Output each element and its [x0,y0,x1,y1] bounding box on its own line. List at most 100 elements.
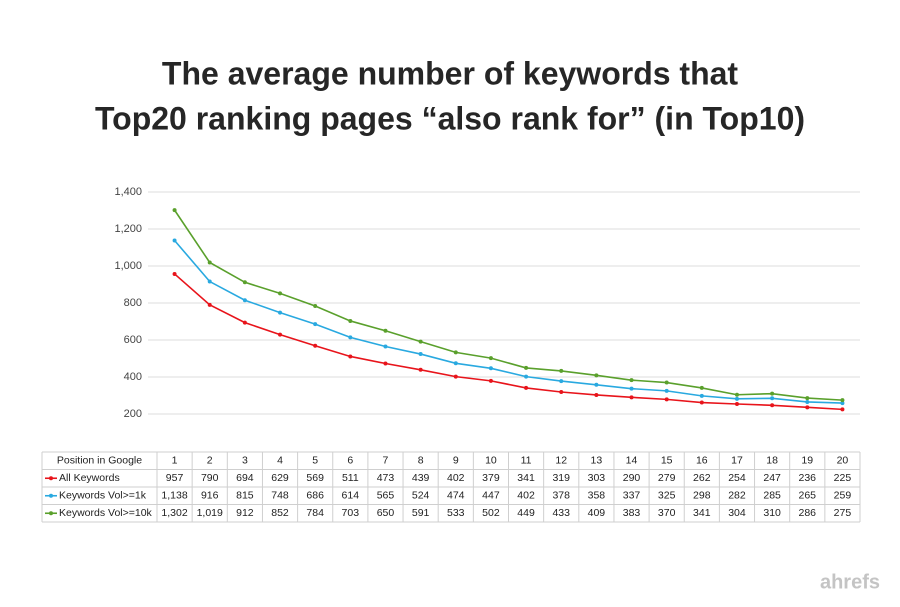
data-point [629,386,634,391]
table-cell: 449 [517,507,535,519]
x-tick-label: 15 [661,455,673,467]
table-cell: 225 [834,472,852,484]
data-point [805,405,810,410]
data-point [172,238,177,243]
table-cell: 1,302 [161,507,187,519]
table-cell: 254 [728,472,746,484]
x-tick-label: 18 [766,455,778,467]
table-cell: 304 [728,507,746,519]
data-point [242,280,247,285]
table-cell: 286 [799,507,817,519]
table-cell: 703 [342,507,360,519]
table-cell: 614 [342,490,360,502]
table-cell: 236 [799,472,817,484]
table-cell: 511 [342,472,359,484]
table-cell: 310 [763,507,781,519]
data-point [313,303,318,308]
data-point [207,260,212,265]
data-point [348,335,353,340]
table-cell: 912 [236,507,254,519]
table-cell: 784 [306,507,324,519]
table-cell: 383 [623,507,641,519]
data-point [453,350,458,355]
data-point [242,298,247,303]
data-point [524,365,529,370]
data-point [559,379,564,384]
table-cell: 957 [166,472,184,484]
x-tick-label: 9 [453,455,459,467]
data-point [418,352,423,357]
data-point [734,392,739,397]
data-point [559,389,564,394]
data-point [383,361,388,366]
table-cell: 439 [412,472,430,484]
table-cell: 247 [763,472,781,484]
x-tick-label: 20 [837,455,849,467]
data-point [488,378,493,383]
table-cell: 650 [377,507,395,519]
table-cell: 279 [658,472,676,484]
table-cell: 378 [552,490,570,502]
chart-title: Top20 ranking pages “also rank for” (in … [95,100,805,136]
y-tick-label: 1,400 [114,186,142,198]
x-tick-label: 10 [485,455,497,467]
table-cell: 916 [201,490,219,502]
table-cell: 447 [482,490,500,502]
series-line [173,239,843,404]
legend-label: Keywords Vol>=1k [59,490,147,502]
table-cell: 275 [834,507,852,519]
table-cell: 1,019 [197,507,223,519]
data-point [840,401,845,406]
table-cell: 319 [552,472,570,484]
data-point [594,392,599,397]
table-cell: 694 [236,472,254,484]
data-point [664,397,669,402]
data-point [348,354,353,359]
table-cell: 565 [377,490,395,502]
table-cell: 262 [693,472,711,484]
table-cell: 852 [271,507,289,519]
data-point [418,339,423,344]
table-cell: 259 [834,490,852,502]
data-point [840,398,845,403]
table-cell: 402 [517,490,535,502]
x-tick-label: 11 [521,455,532,467]
watermark: ahrefs [820,571,880,593]
y-tick-label: 1,200 [114,223,142,235]
data-point [524,374,529,379]
data-point [699,385,704,390]
data-point [383,328,388,333]
table-cell: 290 [623,472,641,484]
data-point [594,373,599,378]
x-tick-label: 3 [242,455,248,467]
x-tick-label: 6 [347,455,353,467]
data-point [172,208,177,213]
data-point [770,403,775,408]
data-point [242,320,247,325]
series-line [173,209,843,401]
legend-label: All Keywords [59,472,120,484]
legend-label: Keywords Vol>=10k [59,507,153,519]
table-cell: 815 [236,490,254,502]
data-point [383,344,388,349]
data-point [313,343,318,348]
data-point [524,385,529,390]
data-point [629,378,634,383]
y-tick-label: 200 [124,408,142,420]
table-cell: 325 [658,490,676,502]
table-header: Position in Google [57,455,142,467]
data-point [278,332,283,337]
legend-swatch [49,511,53,516]
data-point [699,400,704,405]
data-point [278,291,283,296]
data-point [734,402,739,407]
data-point [664,388,669,393]
table-cell: 686 [306,490,324,502]
table-cell: 370 [658,507,676,519]
data-point [629,395,634,400]
table-cell: 502 [482,507,500,519]
legend-swatch [49,493,53,498]
x-tick-label: 13 [591,455,603,467]
data-point [840,407,845,412]
